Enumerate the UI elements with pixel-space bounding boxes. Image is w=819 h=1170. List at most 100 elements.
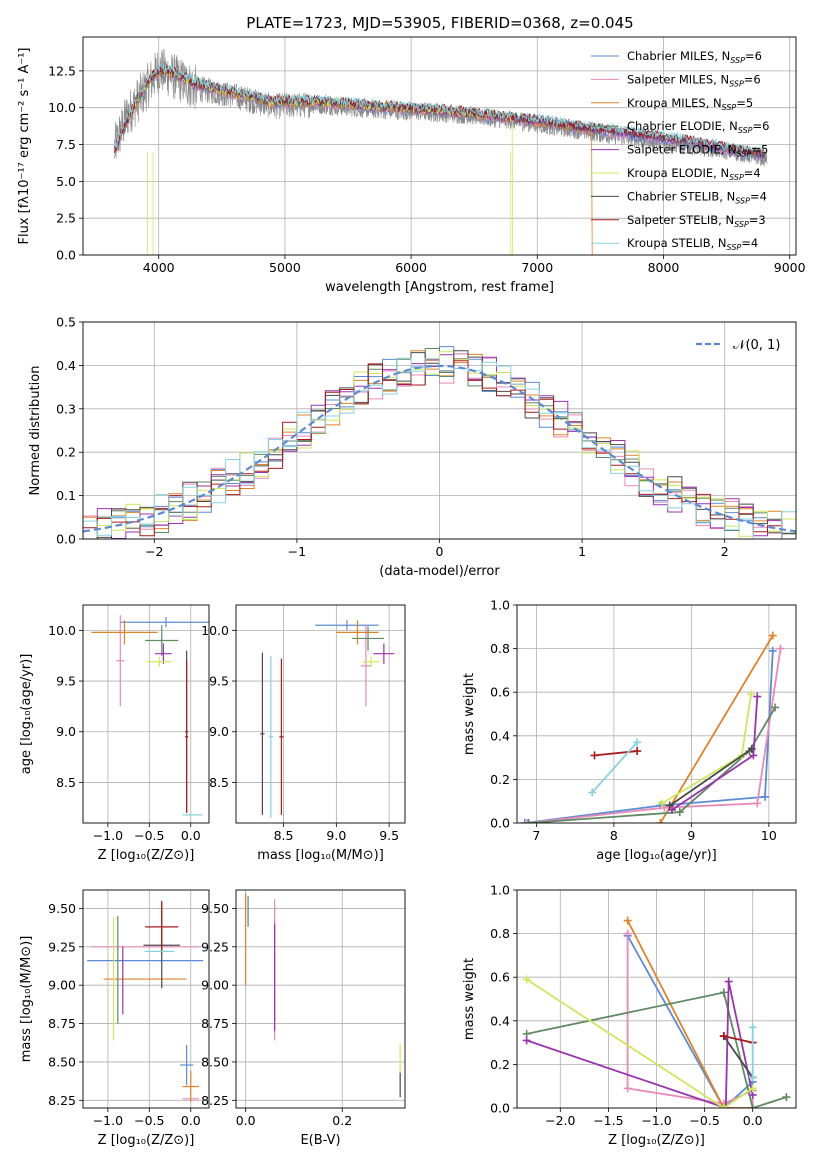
- legend-count: =6: [745, 49, 762, 63]
- mass-weight-vs-age-axes: 7 8 9 10 0.0 0.2 0.4 0.6 0.8 1.0 age [log₁₀(age/yr…: [462, 598, 797, 863]
- mass-weight-marker: [719, 1032, 728, 1041]
- mass-vs-EBV-ytick-label: 8.75: [201, 1016, 229, 1031]
- mass-vs-EBV-frame: [235, 889, 406, 1109]
- age-vs-mass-plot-area: [260, 620, 395, 818]
- spectrum-plot-area: [114, 48, 768, 255]
- mass-vs-EBV-xtick-label: 0.0: [236, 1113, 256, 1128]
- error-bar-point: [362, 656, 380, 667]
- legend-entry: Chabrier STELIB, NSSP=4: [627, 189, 767, 205]
- error-bar-point: [116, 615, 125, 707]
- mass-weight-marker: [748, 1084, 757, 1093]
- residual-histogram-xtick-label: 1: [578, 544, 586, 559]
- spectrum-xtick-label: 9000: [774, 260, 806, 275]
- residual-histogram-xtick-label: −2: [145, 544, 163, 559]
- residual-histogram-xtick-label: 2: [721, 544, 729, 559]
- age-vs-Z-axes: −1.0 −0.5 0.0 8.5 9.0 9.5 10.0 Z [log₁₀(Z/Z⊙)] a…: [19, 604, 210, 863]
- mass-weight-marker: [721, 1104, 730, 1108]
- residual-histogram-frame: [82, 321, 797, 540]
- mass-weight-marker: [768, 631, 777, 640]
- age-vs-mass-xtick-label: 9.0: [326, 828, 346, 843]
- mass-vs-Z-ytick-label: 8.25: [48, 1093, 76, 1108]
- mass-weight-marker: [522, 975, 531, 984]
- age-vs-mass-axes: 8.5 9.0 9.5 8.5 9.0 9.5 10.0 mass [log₁₀(M/M⊙)]: [201, 604, 406, 863]
- mass-weight-vs-age-ytick-label: 0.0: [490, 816, 510, 831]
- legend-count: =3: [749, 213, 766, 227]
- mass-vs-EBV-xtick-label: 0.2: [332, 1113, 352, 1128]
- legend-count: =4: [744, 166, 761, 180]
- mass-weight-vs-age-ytick-label: 0.2: [490, 772, 510, 787]
- mass-weight-vs-Z-ytick-label: 0.4: [490, 1013, 510, 1028]
- mass-weight-vs-age-plot-area: [520, 631, 785, 823]
- mass-weight-vs-Z-ytick-label: 0.0: [490, 1101, 510, 1116]
- age-vs-mass-panel: 8.5 9.0 9.5 8.5 9.0 9.5 10.0 mass [log₁₀(M/M⊙)]: [201, 604, 406, 863]
- age-vs-Z-xlabel: Z [log₁₀(Z/Z⊙)]: [98, 848, 195, 863]
- plots-layer: 4000 5000 6000 7000 8000 90000.02.55.07.510.0…: [17, 36, 806, 1148]
- mass-weight-vs-age-ytick-label: 0.4: [490, 728, 510, 743]
- mass-weight-marker: [768, 646, 777, 655]
- spectrum-ytick-label: 2.5: [56, 211, 76, 226]
- mass-weight-series: [524, 650, 774, 823]
- mass-weight-series: [723, 1035, 754, 1079]
- mass-weight-marker: [523, 819, 532, 823]
- error-bar-point: [279, 658, 284, 815]
- mass-vs-Z-plot-area: [87, 900, 204, 1102]
- age-vs-mass-ytick-label: 9.5: [209, 674, 229, 689]
- error-bar-point: [145, 900, 179, 953]
- residual-histogram-panel: −2 −1 0 1 2 0.0 0.1 0.2 0.3 0.4 0.5 (data-model)/er…: [28, 315, 797, 579]
- mass-vs-EBV-grid: [236, 890, 405, 1108]
- mass-vs-Z-ylabel: mass [log₁₀(M/M⊙)]: [19, 936, 34, 1063]
- mass-weight-vs-age-frame: [516, 604, 797, 824]
- mass-weight-marker: [748, 1073, 757, 1082]
- mass-vs-EBV-xlabel: E(B-V): [300, 1133, 340, 1148]
- mass-weight-series: [659, 635, 774, 823]
- mass-weight-marker: [520, 819, 529, 823]
- mass-weight-marker: [633, 747, 642, 756]
- mass-weight-vs-age-ytick-label: 1.0: [490, 598, 510, 613]
- spectrum-ylabel: Flux [fλ10⁻¹⁷ erg cm⁻² s⁻¹ A⁻¹]: [17, 48, 32, 245]
- mass-weight-vs-Z-xlabel: Z [log₁₀(Z/Z⊙)]: [608, 1133, 705, 1148]
- spectrum-legend: Chabrier MILES, NSSP=6 Salpeter MILES, NS…: [591, 49, 769, 252]
- spectrum-ytick-label: 10.0: [48, 100, 76, 115]
- residual-histogram-ylabel: Normed distribution: [28, 366, 43, 496]
- mass-weight-marker: [753, 692, 762, 701]
- mass-weight-vs-Z-xtick-label: −1.0: [641, 1113, 671, 1128]
- mass-weight-vs-Z-ytick-label: 1.0: [490, 883, 510, 898]
- model-spectrum-line: [114, 66, 514, 255]
- legend-entry: Chabrier ELODIE, NSSP=6: [627, 119, 769, 135]
- mass-weight-vs-Z-ytick-label: 0.8: [490, 926, 510, 941]
- mass-vs-EBV-plot-area: [245, 893, 401, 1098]
- mass-weight-marker: [761, 792, 769, 801]
- mass-weight-marker: [660, 803, 669, 812]
- mass-weight-vs-age-xtick-label: 8: [610, 828, 618, 843]
- mass-vs-Z-ytick-label: 9.00: [48, 978, 76, 993]
- age-vs-Z-xtick-label: 0.0: [181, 828, 201, 843]
- residual-histogram-ytick-label: 0.0: [56, 532, 76, 547]
- error-bar-point: [182, 1071, 200, 1102]
- mass-weight-marker: [782, 1093, 791, 1102]
- error-bar-point: [352, 626, 384, 651]
- legend-entry: Kroupa ELODIE, NSSP=4: [627, 166, 761, 182]
- mass-weight-marker: [675, 808, 684, 817]
- figure-title: PLATE=1723, MJD=53905, FIBERID=0368, z=0…: [246, 14, 633, 32]
- mass-weight-series: [526, 981, 754, 1108]
- age-vs-Z-xtick-label: −1.0: [93, 828, 123, 843]
- age-vs-Z-ytick-label: 9.5: [56, 674, 76, 689]
- age-vs-mass-xtick-label: 9.5: [379, 828, 399, 843]
- age-vs-Z-xtick-label: −0.5: [134, 828, 164, 843]
- mass-vs-Z-ytick-label: 8.75: [48, 1016, 76, 1031]
- mass-weight-series: [527, 648, 782, 823]
- mass-weight-marker: [665, 801, 674, 810]
- legend-count: =6: [744, 72, 761, 86]
- mass-weight-series: [591, 741, 638, 794]
- mass-weight-marker: [719, 988, 728, 997]
- mass-vs-Z-ytick-label: 9.25: [48, 939, 76, 954]
- mass-weight-marker: [590, 751, 599, 760]
- residual-histogram-ytick-label: 0.2: [56, 445, 76, 460]
- legend-subscript: SSP: [729, 173, 744, 182]
- legend-subscript: SSP: [737, 150, 752, 159]
- spectrum-xtick-label: 8000: [648, 260, 680, 275]
- mass-weight-marker: [747, 744, 756, 753]
- age-vs-Z-grid: [83, 605, 209, 823]
- legend-entry: Salpeter ELODIE, NSSP=5: [627, 143, 768, 159]
- mass-vs-Z-xtick-label: −1.0: [93, 1113, 123, 1128]
